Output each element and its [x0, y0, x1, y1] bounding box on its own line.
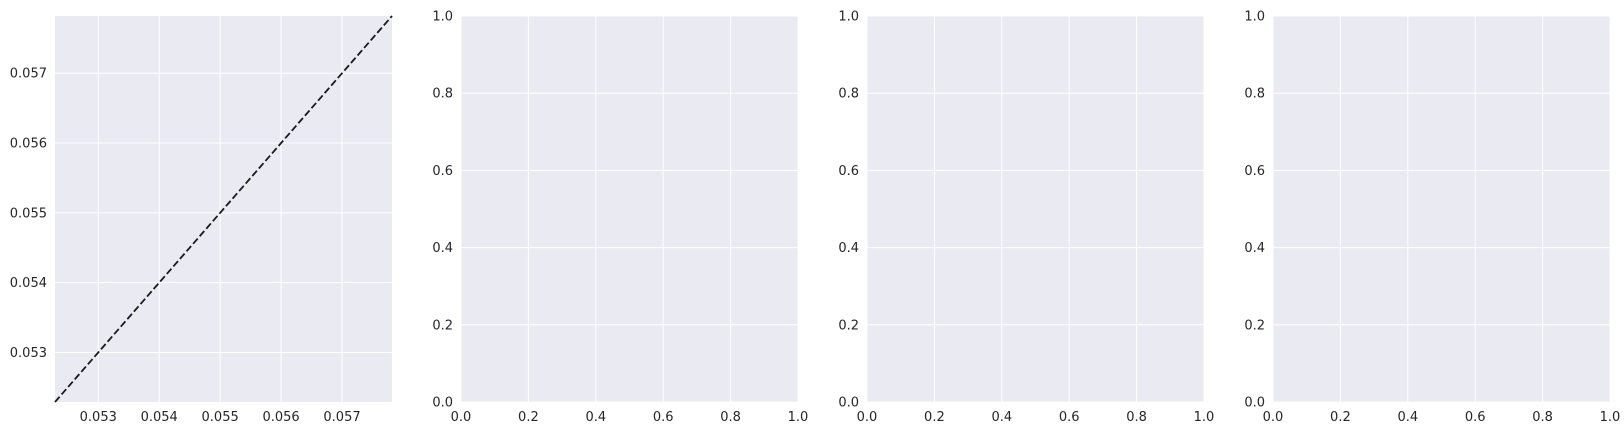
x-tick-label: 1.0 — [1600, 410, 1621, 425]
x-tick-label: 1.0 — [788, 410, 809, 425]
y-tick-label: 1.0 — [838, 10, 859, 25]
x-tick-label: 0.4 — [1397, 410, 1418, 425]
y-tick-label: 0.4 — [432, 241, 453, 256]
y-tick-label: 0.056 — [10, 137, 47, 152]
x-tick-label: 0.8 — [720, 410, 741, 425]
y-tick-label: 0.0 — [1244, 396, 1265, 411]
plot-area — [867, 16, 1204, 402]
plot-area — [1273, 16, 1610, 402]
y-tick-label: 0.0 — [432, 396, 453, 411]
x-tick-label: 0.6 — [1465, 410, 1486, 425]
y-tick-label: 0.057 — [10, 67, 47, 82]
x-tick-label: 0.053 — [80, 410, 117, 425]
dashed-diagonal-line — [54, 15, 393, 403]
x-tick-label: 0.0 — [451, 410, 472, 425]
x-tick-label: 1.0 — [1194, 410, 1215, 425]
subplot-3: 0.0 0.2 0.4 0.6 0.8 1.0 0.0 0.2 0.4 0.6 0.8 1.0 — [838, 10, 1214, 426]
y-tick-label: 0.054 — [10, 276, 47, 291]
y-tick-label: 0.055 — [10, 206, 47, 221]
x-tick-label: 0.2 — [1330, 410, 1351, 425]
x-tick-label: 0.0 — [857, 410, 878, 425]
x-tick-label: 0.056 — [262, 410, 299, 425]
y-tick-label: 0.0 — [838, 396, 859, 411]
y-tick-label: 0.8 — [1244, 87, 1265, 102]
y-tick-label: 0.053 — [10, 346, 47, 361]
x-tick-label: 0.4 — [991, 410, 1012, 425]
subplot-1: 0.053 0.054 0.055 0.056 0.057 0.053 0.054 0.055… — [10, 15, 393, 425]
y-tick-label: 0.6 — [432, 164, 453, 179]
x-tick-label: 0.8 — [1532, 410, 1553, 425]
x-tick-label: 0.6 — [1059, 410, 1080, 425]
x-tick-label: 0.2 — [518, 410, 539, 425]
x-tick-label: 0.2 — [924, 410, 945, 425]
x-tick-label: 0.057 — [323, 410, 360, 425]
y-tick-label: 0.2 — [838, 318, 859, 333]
y-tick-label: 0.6 — [1244, 164, 1265, 179]
subplot-4: 0.0 0.2 0.4 0.6 0.8 1.0 0.0 0.2 0.4 0.6 0.8 1.0 — [1244, 10, 1620, 426]
subplot-2: 0.0 0.2 0.4 0.6 0.8 1.0 0.0 0.2 0.4 0.6 0.8 1.0 — [432, 10, 808, 426]
y-tick-label: 0.8 — [838, 87, 859, 102]
y-tick-label: 0.2 — [432, 318, 453, 333]
x-tick-label: 0.0 — [1263, 410, 1284, 425]
y-tick-label: 0.2 — [1244, 318, 1265, 333]
y-tick-label: 1.0 — [432, 10, 453, 25]
plot-area — [461, 16, 798, 402]
y-tick-label: 0.4 — [838, 241, 859, 256]
y-tick-label: 0.4 — [1244, 241, 1265, 256]
x-tick-label: 0.6 — [653, 410, 674, 425]
x-tick-label: 0.054 — [141, 410, 178, 425]
x-tick-label: 0.4 — [585, 410, 606, 425]
x-tick-label: 0.055 — [202, 410, 239, 425]
y-tick-label: 1.0 — [1244, 10, 1265, 25]
x-tick-label: 0.8 — [1126, 410, 1147, 425]
y-tick-label: 0.6 — [838, 164, 859, 179]
y-tick-label: 0.8 — [432, 87, 453, 102]
